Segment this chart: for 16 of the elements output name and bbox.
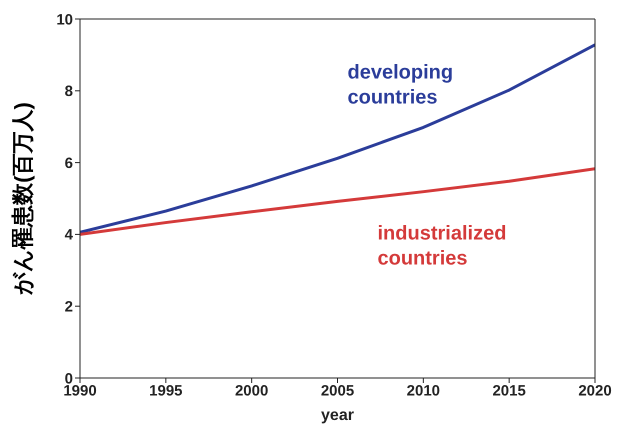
x-tick-label: 1990 (63, 382, 97, 400)
series-label: developing countries (348, 61, 454, 108)
series-label: industrialized countries (378, 222, 506, 270)
x-tick-label: 2015 (492, 382, 526, 400)
y-tick-label: 6 (64, 154, 73, 172)
x-tick-label: 1995 (149, 382, 183, 400)
y-tick-label: 8 (64, 83, 73, 100)
x-tick-label: 2000 (234, 382, 268, 400)
y-tick-label: 10 (56, 11, 73, 28)
y-tick-label: 2 (64, 298, 73, 316)
y-axis-title: がん罹患数(百万人) (10, 102, 35, 296)
x-tick-label: 2020 (578, 382, 612, 400)
y-tick-label: 4 (64, 226, 74, 244)
x-axis-title: year (321, 407, 354, 424)
x-tick-label: 2005 (320, 382, 354, 400)
x-tick-label: 2010 (406, 382, 440, 400)
